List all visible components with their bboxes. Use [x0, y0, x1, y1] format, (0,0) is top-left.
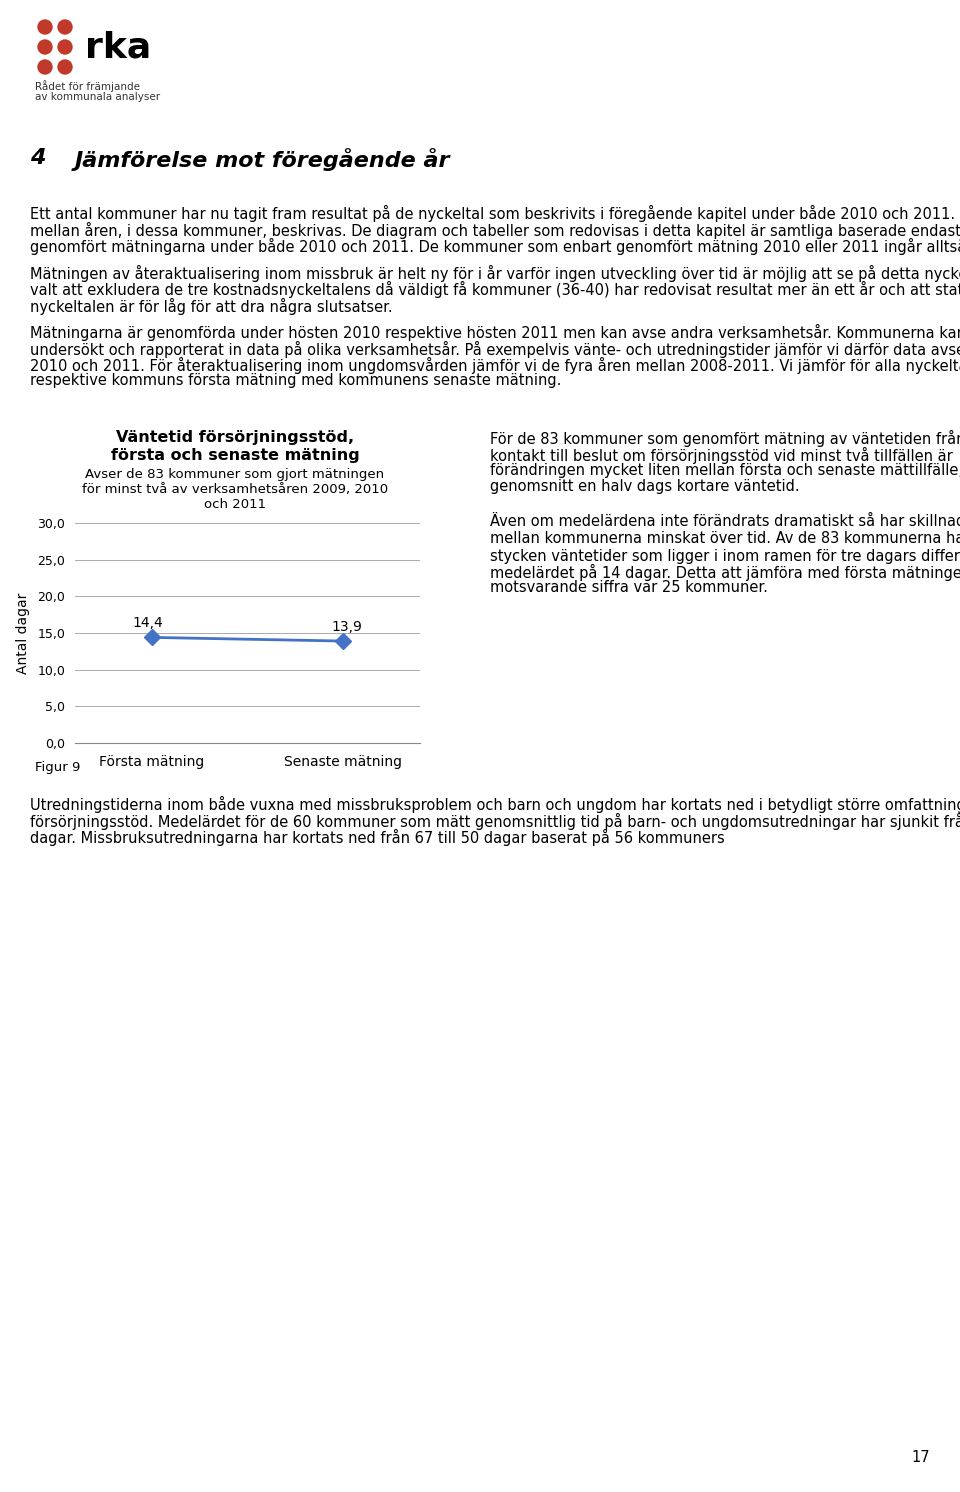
Text: mellan kommunerna minskat över tid. Av de 83 kommunerna har nu 35: mellan kommunerna minskat över tid. Av d… [490, 531, 960, 546]
Circle shape [38, 19, 52, 34]
Text: försörjningsstöd. Medelärdet för de 60 kommuner som mätt genomsnittlig tid på ba: försörjningsstöd. Medelärdet för de 60 k… [30, 813, 960, 830]
Text: motsvarande siffra var 25 kommuner.: motsvarande siffra var 25 kommuner. [490, 580, 768, 595]
Text: genomfört mätningarna under både 2010 och 2011. De kommuner som enbart genomfört: genomfört mätningarna under både 2010 oc… [30, 239, 960, 255]
Text: Mätningarna är genomförda under hösten 2010 respektive hösten 2011 men kan avse : Mätningarna är genomförda under hösten 2… [30, 324, 960, 342]
Text: Avser de 83 kommuner som gjort mätningen: Avser de 83 kommuner som gjort mätningen [85, 468, 385, 480]
Text: 17: 17 [911, 1450, 930, 1465]
Text: Mätningen av återaktualisering inom missbruk är helt ny för i år varför ingen ut: Mätningen av återaktualisering inom miss… [30, 264, 960, 282]
Text: Rådet för främjande: Rådet för främjande [35, 81, 140, 93]
Text: stycken väntetider som ligger i inom ramen för tre dagars differens från: stycken väntetider som ligger i inom ram… [490, 548, 960, 564]
Text: och 2011: och 2011 [204, 498, 266, 510]
Text: kontakt till beslut om försörjningsstöd vid minst två tillfällen är: kontakt till beslut om försörjningsstöd … [490, 446, 952, 464]
Text: Även om medelärdena inte förändrats dramatiskt så har skillnaderna: Även om medelärdena inte förändrats dram… [490, 515, 960, 530]
Text: Väntetid försörjningsstöd,: Väntetid försörjningsstöd, [116, 430, 354, 445]
Text: valt att exkludera de tre kostnadsnyckeltalens då väldigt få kommuner (36-40) ha: valt att exkludera de tre kostnadsnyckel… [30, 280, 960, 298]
Text: nyckeltalen är för låg för att dra några slutsatser.: nyckeltalen är för låg för att dra några… [30, 297, 393, 315]
Text: 14,4: 14,4 [132, 616, 163, 630]
Text: av kommunala analyser: av kommunala analyser [35, 93, 160, 101]
Text: Utredningstiderna inom både vuxna med missbruksproblem och barn och ungdom har k: Utredningstiderna inom både vuxna med mi… [30, 797, 960, 813]
Text: 13,9: 13,9 [332, 619, 363, 634]
Circle shape [58, 40, 72, 54]
Text: 2010 och 2011. För återaktualisering inom ungdomsvården jämför vi de fyra åren m: 2010 och 2011. För återaktualisering ino… [30, 357, 960, 374]
Text: Ett antal kommuner har nu tagit fram resultat på de nyckeltal som beskrivits i f: Ett antal kommuner har nu tagit fram res… [30, 204, 960, 222]
Text: Figur 9: Figur 9 [35, 761, 81, 774]
Y-axis label: Antal dagar: Antal dagar [16, 592, 31, 674]
Text: dagar. Missbruksutredningarna har kortats ned från 67 till 50 dagar baserat på 5: dagar. Missbruksutredningarna har kortat… [30, 830, 725, 846]
Text: genomsnitt en halv dags kortare väntetid.: genomsnitt en halv dags kortare väntetid… [490, 479, 800, 494]
Circle shape [38, 40, 52, 54]
Text: För de 83 kommuner som genomfört mätning av väntetiden från första: För de 83 kommuner som genomfört mätning… [490, 430, 960, 448]
Text: första och senaste mätning: första och senaste mätning [110, 448, 359, 463]
Text: mellan åren, i dessa kommuner, beskrivas. De diagram och tabeller som redovisas : mellan åren, i dessa kommuner, beskrivas… [30, 221, 960, 239]
Text: förändringen mycket liten mellan första och senaste mättillfälle, i: förändringen mycket liten mellan första … [490, 463, 960, 477]
Text: Jämförelse mot föregående år: Jämförelse mot föregående år [75, 148, 450, 172]
Text: rka: rka [85, 30, 152, 64]
Circle shape [38, 60, 52, 75]
Text: för minst två av verksamhetsåren 2009, 2010: för minst två av verksamhetsåren 2009, 2… [82, 483, 388, 495]
Text: undersökt och rapporterat in data på olika verksamhetsår. På exempelvis vänte- o: undersökt och rapporterat in data på oli… [30, 340, 960, 358]
Text: medelärdet på 14 dagar. Detta att jämföra med första mätningen då: medelärdet på 14 dagar. Detta att jämför… [490, 564, 960, 580]
Circle shape [58, 19, 72, 34]
Text: respektive kommuns första mätning med kommunens senaste mätning.: respektive kommuns första mätning med ko… [30, 373, 562, 388]
Text: 4: 4 [30, 148, 45, 169]
Circle shape [58, 60, 72, 75]
